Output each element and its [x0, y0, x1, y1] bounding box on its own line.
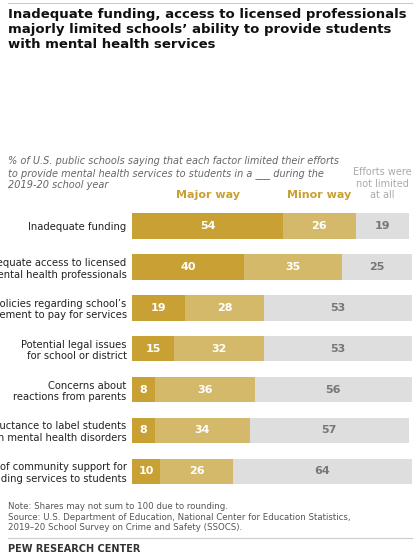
Bar	[233, 459, 412, 484]
Text: 10: 10	[139, 466, 154, 477]
Text: 53: 53	[330, 344, 345, 354]
Text: 26: 26	[312, 221, 327, 231]
Bar	[132, 418, 155, 443]
Bar	[342, 254, 412, 280]
Bar	[132, 377, 155, 402]
Bar	[132, 214, 283, 239]
Text: 36: 36	[197, 384, 213, 395]
Bar	[132, 459, 160, 484]
Bar	[264, 295, 412, 320]
Bar	[132, 295, 185, 320]
Bar	[155, 418, 249, 443]
Bar	[185, 295, 264, 320]
Text: 56: 56	[326, 384, 341, 395]
Bar	[174, 336, 264, 362]
Text: 32: 32	[211, 344, 226, 354]
Bar	[132, 254, 244, 280]
Text: 8: 8	[139, 426, 147, 435]
Bar	[356, 214, 409, 239]
Text: 53: 53	[330, 303, 345, 313]
Text: 64: 64	[314, 466, 330, 477]
Text: 57: 57	[322, 426, 337, 435]
Text: 54: 54	[200, 221, 215, 231]
Text: 19: 19	[375, 221, 390, 231]
Bar	[255, 377, 412, 402]
Text: 35: 35	[285, 262, 301, 272]
Text: 25: 25	[369, 262, 384, 272]
Text: 15: 15	[146, 344, 161, 354]
Text: 40: 40	[181, 262, 196, 272]
Bar	[160, 459, 233, 484]
Bar	[283, 214, 356, 239]
Text: 26: 26	[189, 466, 205, 477]
Text: PEW RESEARCH CENTER: PEW RESEARCH CENTER	[8, 544, 141, 554]
Bar	[249, 418, 409, 443]
Text: 34: 34	[194, 426, 210, 435]
Text: 8: 8	[139, 384, 147, 395]
Text: 28: 28	[217, 303, 232, 313]
Text: Minor way: Minor way	[287, 190, 352, 200]
Bar	[264, 336, 412, 362]
Text: Note: Shares may not sum to 100 due to rounding.
Source: U.S. Department of Educ: Note: Shares may not sum to 100 due to r…	[8, 502, 351, 532]
Bar	[244, 254, 342, 280]
Text: Efforts were
not limited
at all: Efforts were not limited at all	[353, 167, 412, 200]
Text: Major way: Major way	[176, 190, 240, 200]
Bar	[132, 336, 174, 362]
Text: % of U.S. public schools saying that each factor limited their efforts
to provid: % of U.S. public schools saying that eac…	[8, 156, 339, 190]
Text: Inadequate funding, access to licensed professionals
majorly limited schools’ ab: Inadequate funding, access to licensed p…	[8, 8, 407, 51]
Bar	[155, 377, 255, 402]
Text: 19: 19	[151, 303, 167, 313]
